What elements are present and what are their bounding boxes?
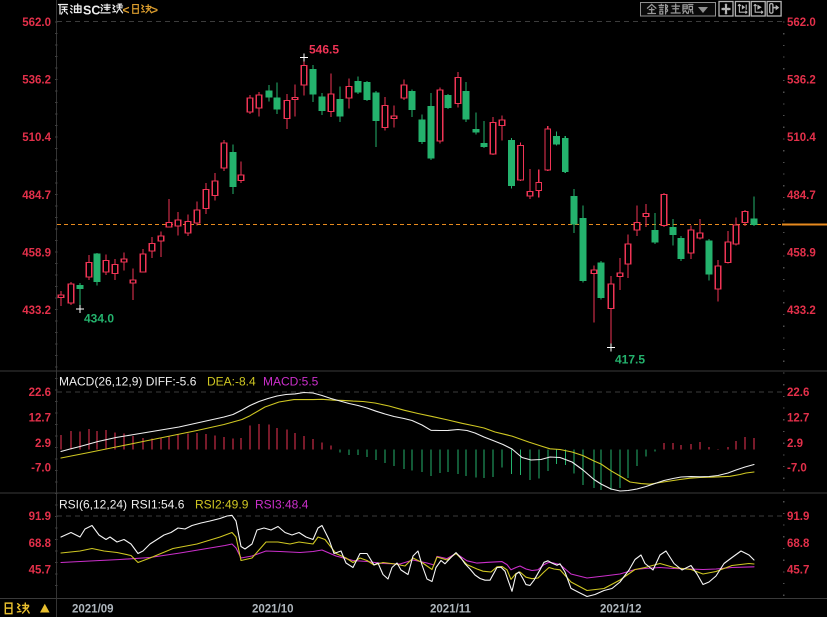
svg-text:484.7: 484.7: [787, 190, 816, 202]
svg-text:510.4: 510.4: [22, 132, 51, 144]
svg-text:2021/09: 2021/09: [72, 604, 114, 616]
svg-text:562.0: 562.0: [787, 17, 816, 29]
svg-text:MACD(26,12,9) DIFF:-5.6: MACD(26,12,9) DIFF:-5.6: [59, 375, 197, 389]
svg-text:417.5: 417.5: [615, 353, 645, 367]
svg-text:<: <: [123, 3, 130, 17]
svg-text:>: >: [151, 3, 158, 17]
svg-text:2.9: 2.9: [35, 438, 51, 450]
svg-text:2021/11: 2021/11: [430, 604, 472, 616]
svg-text:458.9: 458.9: [787, 248, 816, 260]
svg-text:SC: SC: [83, 4, 100, 18]
svg-text:45.7: 45.7: [29, 564, 51, 576]
svg-text:12.7: 12.7: [787, 413, 809, 425]
svg-text:MACD:5.5: MACD:5.5: [263, 375, 319, 389]
svg-text:546.5: 546.5: [309, 43, 339, 57]
svg-text:RSI1:54.6: RSI1:54.6: [131, 498, 185, 512]
svg-text:12.7: 12.7: [29, 413, 51, 425]
svg-text:536.2: 536.2: [22, 75, 51, 87]
svg-text:2021/10: 2021/10: [252, 604, 294, 616]
svg-text:68.8: 68.8: [29, 538, 52, 550]
svg-text:536.2: 536.2: [787, 75, 816, 87]
svg-text:2.9: 2.9: [787, 438, 803, 450]
svg-text:91.9: 91.9: [29, 511, 51, 523]
svg-text:45.7: 45.7: [787, 564, 809, 576]
svg-text:433.2: 433.2: [787, 305, 816, 317]
svg-text:-7.0: -7.0: [31, 463, 51, 475]
svg-text:434.0: 434.0: [84, 312, 114, 326]
svg-text:2021/12: 2021/12: [600, 604, 642, 616]
svg-text:DEA:-8.4: DEA:-8.4: [207, 375, 256, 389]
svg-text:458.9: 458.9: [22, 248, 51, 260]
svg-text:510.4: 510.4: [787, 132, 816, 144]
svg-text:433.2: 433.2: [22, 305, 51, 317]
svg-text:22.6: 22.6: [29, 387, 51, 399]
svg-text:RSI(6,12,24): RSI(6,12,24): [59, 498, 127, 512]
svg-text:22.6: 22.6: [787, 387, 809, 399]
svg-text:484.7: 484.7: [22, 190, 51, 202]
svg-text:68.8: 68.8: [787, 538, 810, 550]
svg-text:RSI3:48.4: RSI3:48.4: [255, 498, 309, 512]
svg-text:91.9: 91.9: [787, 511, 809, 523]
svg-text:-7.0: -7.0: [787, 463, 807, 475]
svg-text:RSI2:49.9: RSI2:49.9: [195, 498, 249, 512]
svg-text:562.0: 562.0: [22, 17, 51, 29]
